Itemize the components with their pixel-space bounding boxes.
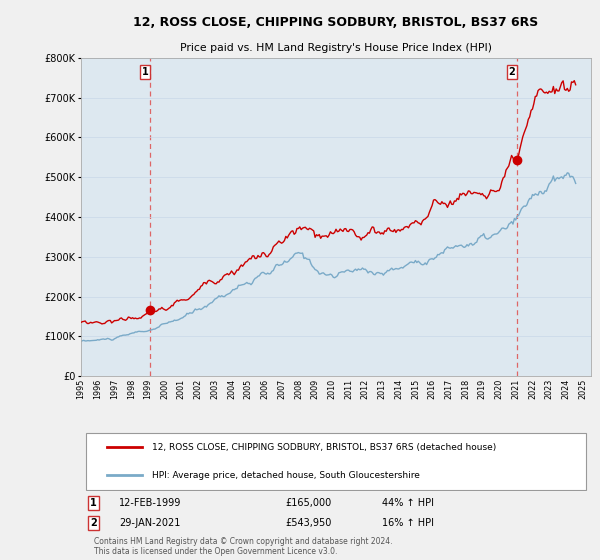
Text: 2018: 2018 — [461, 379, 470, 399]
Text: 12, ROSS CLOSE, CHIPPING SODBURY, BRISTOL, BS37 6RS (detached house): 12, ROSS CLOSE, CHIPPING SODBURY, BRISTO… — [152, 443, 497, 452]
Text: 2014: 2014 — [394, 379, 403, 399]
Text: £543,950: £543,950 — [285, 518, 331, 528]
Text: 2005: 2005 — [244, 379, 253, 399]
Text: Contains HM Land Registry data © Crown copyright and database right 2024.
This d: Contains HM Land Registry data © Crown c… — [94, 537, 392, 557]
Text: 1997: 1997 — [110, 379, 119, 399]
Text: 2002: 2002 — [194, 379, 203, 399]
Text: 2021: 2021 — [511, 379, 520, 399]
Text: 2025: 2025 — [578, 379, 587, 399]
Text: HPI: Average price, detached house, South Gloucestershire: HPI: Average price, detached house, Sout… — [152, 470, 420, 479]
Text: 12, ROSS CLOSE, CHIPPING SODBURY, BRISTOL, BS37 6RS: 12, ROSS CLOSE, CHIPPING SODBURY, BRISTO… — [133, 16, 539, 29]
Text: 1: 1 — [142, 67, 148, 77]
Text: 2003: 2003 — [210, 379, 219, 399]
Text: 2013: 2013 — [377, 379, 386, 399]
Text: 2008: 2008 — [294, 379, 303, 399]
Text: 2006: 2006 — [260, 379, 269, 399]
Text: 2009: 2009 — [311, 379, 320, 399]
Text: 16% ↑ HPI: 16% ↑ HPI — [382, 518, 434, 528]
Text: 29-JAN-2021: 29-JAN-2021 — [119, 518, 181, 528]
Text: 12-FEB-1999: 12-FEB-1999 — [119, 498, 182, 508]
Text: 2010: 2010 — [328, 379, 337, 399]
Text: 1996: 1996 — [93, 379, 102, 399]
Text: 2007: 2007 — [277, 379, 286, 399]
Text: 2011: 2011 — [344, 379, 353, 399]
Text: 2016: 2016 — [428, 379, 437, 399]
Text: 2012: 2012 — [361, 379, 370, 399]
Text: 1995: 1995 — [77, 379, 86, 399]
Text: 2022: 2022 — [528, 379, 537, 399]
Text: Price paid vs. HM Land Registry's House Price Index (HPI): Price paid vs. HM Land Registry's House … — [180, 43, 492, 53]
Text: 1: 1 — [91, 498, 97, 508]
Text: 2: 2 — [91, 518, 97, 528]
Text: 2023: 2023 — [545, 379, 554, 399]
Text: 2017: 2017 — [445, 379, 454, 399]
Text: 2019: 2019 — [478, 379, 487, 399]
Text: 2: 2 — [509, 67, 515, 77]
Text: 2000: 2000 — [160, 379, 169, 399]
Text: 2024: 2024 — [562, 379, 571, 399]
Text: 44% ↑ HPI: 44% ↑ HPI — [382, 498, 434, 508]
Text: 2015: 2015 — [411, 379, 420, 399]
Text: 2001: 2001 — [177, 379, 186, 399]
FancyBboxPatch shape — [86, 433, 586, 489]
Text: 2004: 2004 — [227, 379, 236, 399]
Text: 1998: 1998 — [127, 379, 136, 399]
Text: 2020: 2020 — [494, 379, 503, 399]
Text: £165,000: £165,000 — [285, 498, 331, 508]
Text: 1999: 1999 — [143, 379, 152, 399]
